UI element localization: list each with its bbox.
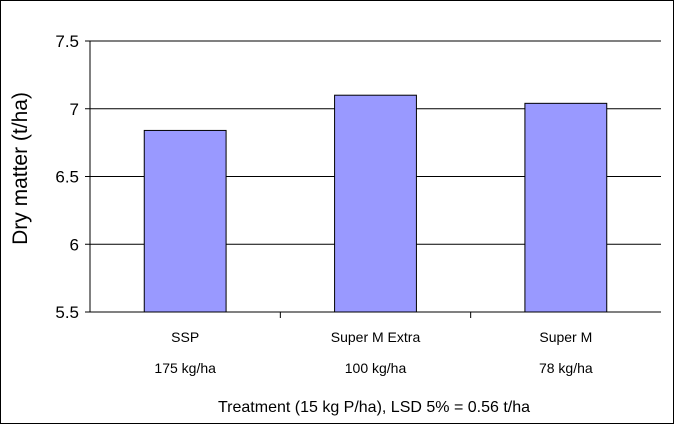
x-category-sublabel: 78 kg/ha xyxy=(539,360,593,376)
x-axis-categories: SSP 175 kg/ha Super M Extra 100 kg/ha Super … xyxy=(154,312,593,376)
x-category-label: Super M Extra xyxy=(331,329,421,345)
x-category-label: SSP xyxy=(171,329,199,345)
x-category-sublabel: 100 kg/ha xyxy=(345,360,407,376)
y-tick-label: 6 xyxy=(70,235,79,254)
bar xyxy=(524,102,608,313)
bars xyxy=(143,94,608,313)
bar xyxy=(334,94,417,313)
bar xyxy=(143,129,227,313)
y-axis-label: Dry matter (t/ha) xyxy=(9,92,32,245)
y-tick-label: 5.5 xyxy=(55,303,79,322)
y-tick-label: 7 xyxy=(70,100,79,119)
x-category-label: Super M xyxy=(539,329,592,345)
x-axis-label: Treatment (15 kg P/ha), LSD 5% = 0.56 t/… xyxy=(218,399,530,416)
y-tick-label: 7.5 xyxy=(55,32,79,51)
x-category-sublabel: 175 kg/ha xyxy=(154,360,216,376)
y-tick-label: 6.5 xyxy=(55,168,79,187)
y-axis-ticks: 5.5 6 6.5 7 7.5 xyxy=(55,32,90,322)
